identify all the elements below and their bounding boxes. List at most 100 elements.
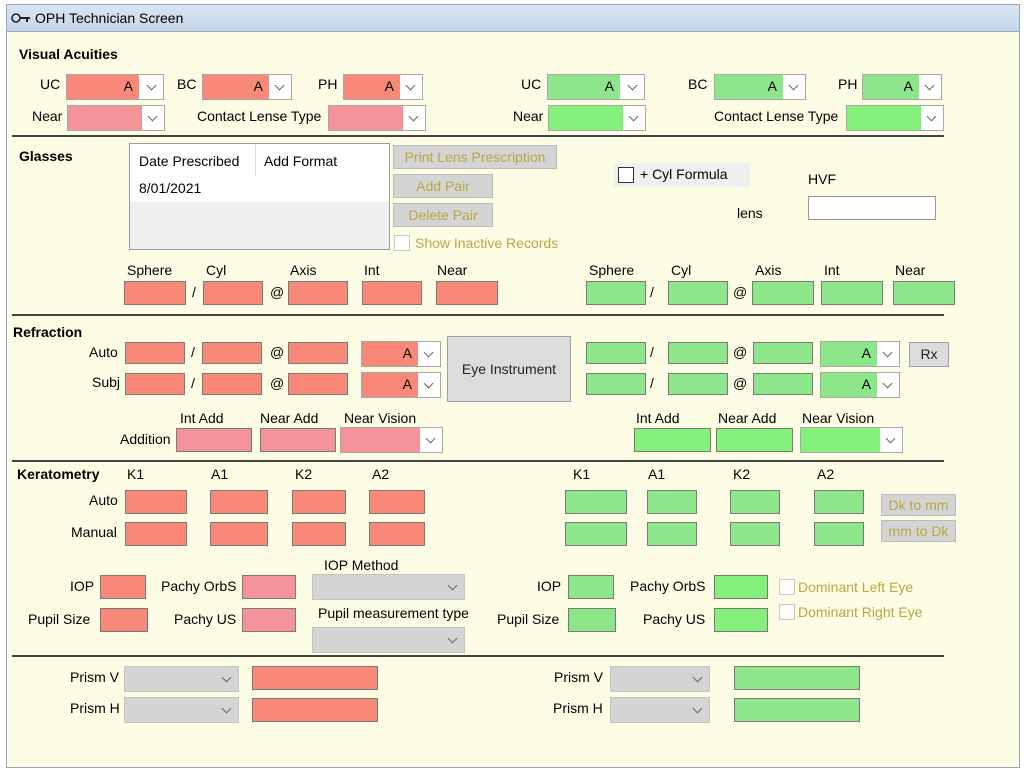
sphere-field-left[interactable] xyxy=(586,281,646,305)
column-header-date-prescribed[interactable]: Date Prescribed xyxy=(139,153,240,169)
int-field-left[interactable] xyxy=(821,281,883,305)
near-vision-select-left[interactable] xyxy=(800,427,903,453)
near-vision-select-right[interactable] xyxy=(340,427,443,453)
k2-manual-right[interactable] xyxy=(292,522,346,546)
k1-manual-right[interactable] xyxy=(125,522,187,546)
subj-axis-left[interactable] xyxy=(753,373,813,395)
k1-auto-right[interactable] xyxy=(125,490,187,514)
near-add-field-right[interactable] xyxy=(260,428,336,452)
column-header-add-format[interactable]: Add Format xyxy=(264,153,338,169)
bc-select-right[interactable]: A xyxy=(202,74,292,100)
lens-label: lens xyxy=(737,205,763,221)
k2-auto-right[interactable] xyxy=(292,490,346,514)
table-row[interactable]: 8/01/2021 xyxy=(130,176,389,202)
contact-lens-type-select-right[interactable] xyxy=(328,105,426,131)
iop-label-left: IOP xyxy=(537,578,562,594)
auto-sphere-left[interactable] xyxy=(586,342,646,364)
lens-field[interactable] xyxy=(808,196,936,220)
axis-field-left[interactable] xyxy=(752,281,814,305)
show-inactive-records-checkbox[interactable] xyxy=(394,235,410,251)
subj-acuity-select-right[interactable]: A xyxy=(361,372,441,398)
subj-sphere-right[interactable] xyxy=(125,373,185,395)
near-select-right[interactable] xyxy=(67,105,165,131)
ph-select-left[interactable]: A xyxy=(862,74,942,100)
a2-auto-right[interactable] xyxy=(369,490,425,514)
contact-lens-type-select-left[interactable] xyxy=(846,105,944,131)
auto-cyl-right[interactable] xyxy=(202,342,262,364)
pachy-us-field-left[interactable] xyxy=(714,608,768,632)
auto-sphere-right[interactable] xyxy=(125,342,185,364)
prism-h-select-left[interactable] xyxy=(610,697,710,723)
a1-manual-left[interactable] xyxy=(647,522,697,546)
pupil-size-field-left[interactable] xyxy=(568,608,616,632)
iop-field-left[interactable] xyxy=(568,575,614,599)
iop-field-right[interactable] xyxy=(100,575,146,599)
a2-manual-right[interactable] xyxy=(369,522,425,546)
uc-select-left[interactable]: A xyxy=(547,74,645,100)
cyl-formula-checkbox[interactable] xyxy=(618,167,634,183)
grid-header: Date Prescribed Add Format xyxy=(130,144,389,176)
prism-h-field-right[interactable] xyxy=(252,698,378,722)
prism-v-field-left[interactable] xyxy=(734,666,860,690)
slash-separator: / xyxy=(192,284,196,300)
eye-instrument-button[interactable]: Eye Instrument xyxy=(447,336,571,402)
a1-auto-left[interactable] xyxy=(647,490,697,514)
prism-v-field-right[interactable] xyxy=(252,666,378,690)
iop-method-select[interactable] xyxy=(312,574,465,600)
auto-acuity-select-right[interactable]: A xyxy=(361,341,441,367)
cyl-field-right[interactable] xyxy=(203,281,263,305)
dk-to-mm-button[interactable]: Dk to mm xyxy=(881,494,956,516)
prism-v-label-left: Prism V xyxy=(554,669,603,685)
print-lens-prescription-button[interactable]: Print Lens Prescription xyxy=(393,145,557,169)
int-add-field-right[interactable] xyxy=(176,428,252,452)
uc-select-right[interactable]: A xyxy=(66,74,164,100)
bc-select-left[interactable]: A xyxy=(714,74,806,100)
axis-field-right[interactable] xyxy=(288,281,348,305)
glasses-grid[interactable]: Date Prescribed Add Format 8/01/2021 xyxy=(129,143,390,250)
int-add-field-left[interactable] xyxy=(634,428,711,452)
pupil-measurement-type-select[interactable] xyxy=(312,627,465,653)
ph-select-right[interactable]: A xyxy=(343,74,423,100)
prism-v-select-left[interactable] xyxy=(610,666,710,692)
subj-axis-right[interactable] xyxy=(288,373,348,395)
delete-pair-button[interactable]: Delete Pair xyxy=(393,203,493,227)
k2-manual-left[interactable] xyxy=(730,522,780,546)
pupil-size-field-right[interactable] xyxy=(100,608,148,632)
near-field-right[interactable] xyxy=(436,281,498,305)
a2-auto-left[interactable] xyxy=(814,490,864,514)
subj-cyl-right[interactable] xyxy=(202,373,262,395)
subj-sphere-left[interactable] xyxy=(586,373,646,395)
add-pair-button[interactable]: Add Pair xyxy=(393,174,493,198)
auto-axis-left[interactable] xyxy=(753,342,813,364)
cyl-field-left[interactable] xyxy=(668,281,728,305)
chevron-down-icon xyxy=(687,698,709,722)
near-add-field-left[interactable] xyxy=(716,428,793,452)
prism-h-field-left[interactable] xyxy=(734,698,860,722)
near-select-left[interactable] xyxy=(548,105,646,131)
a1-auto-right[interactable] xyxy=(210,490,268,514)
auto-cyl-left[interactable] xyxy=(668,342,728,364)
a1-manual-right[interactable] xyxy=(210,522,268,546)
chevron-down-icon xyxy=(442,628,464,652)
auto-acuity-select-left[interactable]: A xyxy=(820,341,900,367)
dominant-right-eye-label: Dominant Right Eye xyxy=(798,604,923,620)
sphere-field-right[interactable] xyxy=(124,281,186,305)
near-field-left[interactable] xyxy=(893,281,955,305)
pachy-orbs-field-left[interactable] xyxy=(714,575,768,599)
auto-axis-right[interactable] xyxy=(288,342,348,364)
subj-acuity-select-left[interactable]: A xyxy=(820,372,900,398)
rx-button[interactable]: Rx xyxy=(909,342,949,367)
k1-auto-left[interactable] xyxy=(565,490,627,514)
mm-to-dk-button[interactable]: mm to Dk xyxy=(881,520,956,542)
subj-cyl-left[interactable] xyxy=(668,373,728,395)
pachy-us-field-right[interactable] xyxy=(242,608,296,632)
dominant-right-eye-checkbox[interactable] xyxy=(779,604,795,620)
prism-h-select-right[interactable] xyxy=(124,697,239,723)
a2-manual-left[interactable] xyxy=(814,522,864,546)
pachy-orbs-field-right[interactable] xyxy=(242,575,296,599)
k1-manual-left[interactable] xyxy=(565,522,627,546)
int-field-right[interactable] xyxy=(362,281,422,305)
prism-v-select-right[interactable] xyxy=(124,666,239,692)
dominant-left-eye-checkbox[interactable] xyxy=(779,579,795,595)
k2-auto-left[interactable] xyxy=(730,490,780,514)
